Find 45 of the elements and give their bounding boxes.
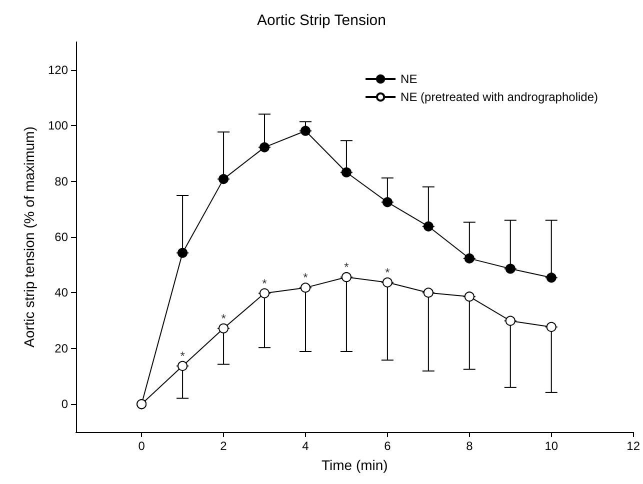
x-tick-label: 8 — [466, 439, 474, 453]
point — [382, 197, 392, 208]
y-tick-label: 40 — [54, 286, 68, 300]
x-tick-label: 10 — [544, 439, 558, 453]
point — [300, 126, 310, 136]
point — [505, 264, 516, 274]
annotation: * — [180, 348, 186, 363]
x-tick-label: 12 — [626, 439, 640, 453]
point — [546, 322, 556, 332]
y-tick-label: 100 — [48, 118, 68, 133]
y-tick-label: 120 — [48, 62, 68, 77]
point — [423, 288, 434, 298]
y-axis-title: Aortic strip tension (% of maximum) — [21, 126, 37, 348]
y-tick-label: 0 — [61, 397, 68, 412]
x-tick-label: 6 — [384, 439, 392, 453]
point — [464, 253, 474, 264]
point — [300, 282, 310, 293]
point — [178, 248, 188, 258]
annotation: * — [221, 311, 226, 326]
x-axis-title: Time (min) — [321, 457, 388, 473]
point — [341, 272, 352, 282]
point — [546, 272, 556, 283]
x-tick-label: 2 — [220, 439, 228, 453]
legend-label: NE — [400, 72, 418, 86]
y-tick-label: 60 — [54, 230, 68, 244]
y-tick-label: 80 — [54, 174, 68, 188]
point — [178, 360, 188, 371]
annotation: * — [303, 270, 308, 285]
point — [464, 292, 474, 302]
annotation: * — [344, 260, 350, 274]
point — [260, 142, 270, 152]
chart-title: Aortic Strip Tension — [257, 12, 386, 29]
point — [423, 221, 434, 232]
x-tick-label: 4 — [302, 439, 310, 453]
point — [341, 167, 352, 178]
point — [218, 174, 229, 184]
annotation: * — [385, 265, 390, 280]
y-tick-label: 20 — [54, 341, 68, 356]
x-tick-label: 0 — [138, 439, 146, 453]
point — [260, 288, 270, 298]
point — [382, 277, 392, 288]
annotation: * — [262, 276, 268, 290]
point — [505, 316, 516, 326]
legend-label: NE (pretreated with andrographolide) — [400, 90, 598, 104]
point — [218, 323, 229, 334]
